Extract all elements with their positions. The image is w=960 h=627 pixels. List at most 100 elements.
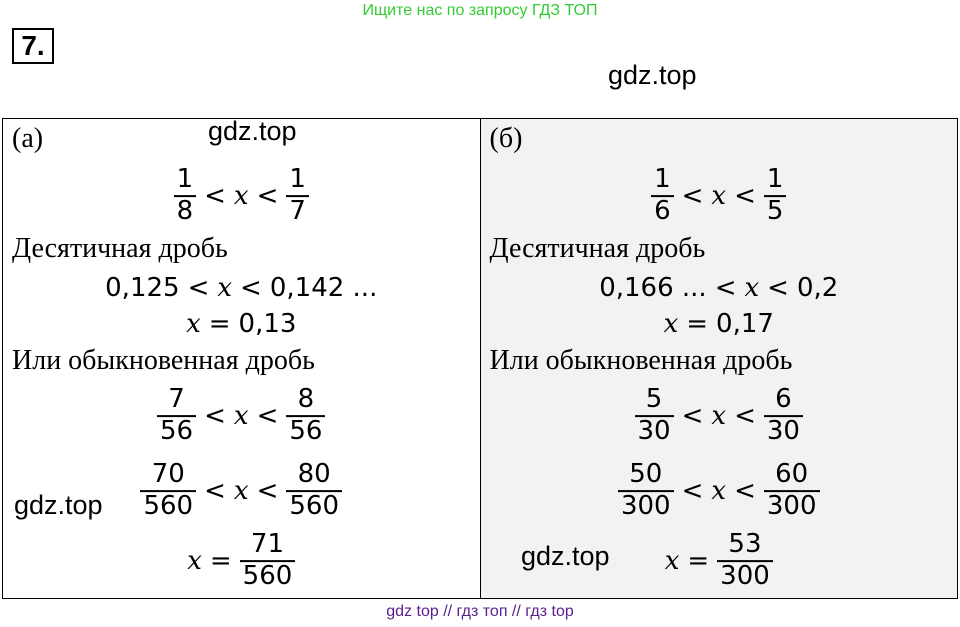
math-term: = <box>687 546 710 576</box>
numerator: 60 <box>775 459 809 490</box>
variable: x <box>233 181 249 211</box>
fraction: 6 30 <box>763 384 803 447</box>
denominator: 6 <box>651 195 674 227</box>
math-term: 0,13 <box>238 309 297 339</box>
variable: x <box>233 476 249 506</box>
numerator: 1 <box>766 164 784 195</box>
fraction: 80 560 <box>286 459 343 522</box>
denominator: 8 <box>173 195 197 227</box>
math-line: 5 30 < x <6 30 <box>481 384 958 447</box>
math-line: 70 560 < x <80 560 <box>3 459 480 522</box>
variable: x <box>664 546 680 576</box>
footer: gdz top // гдз топ // гдз top <box>386 603 574 620</box>
math-term: = <box>208 309 231 339</box>
fraction: 50 300 <box>617 459 674 522</box>
denominator: 30 <box>634 415 674 447</box>
math-line: 0,125 < x <0,142 ... <box>3 273 480 303</box>
text-line: Десятичная дробь <box>489 233 706 264</box>
numerator: 80 <box>297 459 331 490</box>
fraction: 5 30 <box>634 384 674 447</box>
numerator: 1 <box>654 164 671 195</box>
text-line: Десятичная дробь <box>12 233 228 264</box>
denominator: 560 <box>239 560 296 592</box>
denominator: 300 <box>763 490 820 522</box>
numerator: 6 <box>775 384 792 415</box>
numerator: 8 <box>297 384 315 415</box>
numerator: 5 <box>645 384 663 415</box>
denominator: 56 <box>286 415 326 447</box>
text-line: Или обыкновенная дробь <box>12 345 315 376</box>
variable: x <box>711 476 727 506</box>
denominator: 7 <box>286 195 309 227</box>
math-term: < <box>240 273 262 303</box>
variable: x <box>187 546 202 576</box>
math-term: = <box>209 546 232 576</box>
math-term: < <box>681 181 704 211</box>
numerator: 53 <box>728 529 762 560</box>
variable: x <box>711 401 727 431</box>
numerator: 50 <box>629 459 663 490</box>
numerator: 7 <box>168 384 185 415</box>
math-line: x = 53 300 <box>481 529 958 592</box>
text-line: Или обыкновенная дробь <box>489 345 793 376</box>
numerator: 1 <box>176 164 194 195</box>
denominator: 300 <box>617 490 674 522</box>
math-term: < <box>681 401 704 431</box>
cell-label: (а) <box>12 123 44 154</box>
variable: x <box>663 309 679 339</box>
math-line: 1 8 < x <1 7 <box>3 164 480 227</box>
math-line: x = 71 560 <box>3 529 480 592</box>
math-term: = <box>686 309 709 339</box>
math-term: 0,17 <box>716 309 774 339</box>
math-term: < <box>187 273 210 303</box>
variable: x <box>744 273 760 303</box>
solution-table: (а) 1 8 < x <1 7 Десятичная дробь 0,125 < x <0,142 … <box>2 118 958 599</box>
math-term: < <box>256 476 279 506</box>
fraction: 71 560 <box>239 529 296 592</box>
watermark: gdz.top <box>208 116 297 146</box>
fraction: 53 300 <box>717 529 773 592</box>
denominator: 5 <box>763 195 787 227</box>
math-term: < <box>714 273 737 303</box>
denominator: 300 <box>717 560 773 592</box>
math-term: 0,142 ... <box>269 273 378 303</box>
math-line: 50 300 < x <60 300 <box>481 459 958 522</box>
fraction: 60 300 <box>763 459 820 522</box>
watermark: gdz.top <box>521 541 610 571</box>
numerator: 70 <box>151 459 185 490</box>
denominator: 560 <box>140 490 197 522</box>
fraction: 7 56 <box>157 384 197 447</box>
math-term: < <box>734 476 756 506</box>
fraction: 70 560 <box>140 459 197 522</box>
math-term: < <box>256 181 279 211</box>
problem-number: 7. <box>12 28 54 64</box>
denominator: 560 <box>286 490 343 522</box>
math-line: x = 0,13 <box>3 309 480 339</box>
numerator: 71 <box>250 529 285 560</box>
fraction: 8 56 <box>286 384 326 447</box>
math-term: < <box>734 401 756 431</box>
math-term: 0,2 <box>796 273 839 303</box>
math-term: < <box>204 476 226 506</box>
denominator: 56 <box>157 415 197 447</box>
variable: x <box>233 401 249 431</box>
math-term: < <box>256 401 279 431</box>
banner: Ищите нас по запросу ГДЗ ТОП <box>362 2 598 19</box>
numerator: 1 <box>289 164 306 195</box>
math-line: 7 56 < x <8 56 <box>3 384 480 447</box>
cell-label: (б) <box>489 123 523 154</box>
variable: x <box>186 309 201 339</box>
math-term: < <box>681 476 704 506</box>
math-term: < <box>204 401 226 431</box>
table-cell: (б) 1 6 < x <1 5 Десятичная дробь 0,166 ... < x <0,… <box>479 119 958 598</box>
math-term: < <box>734 181 756 211</box>
denominator: 30 <box>763 415 803 447</box>
math-term: 0,125 <box>105 273 180 303</box>
table-cell: (а) 1 8 < x <1 7 Десятичная дробь 0,125 < x <0,142 … <box>3 119 480 598</box>
watermark: gdz.top <box>14 490 103 520</box>
